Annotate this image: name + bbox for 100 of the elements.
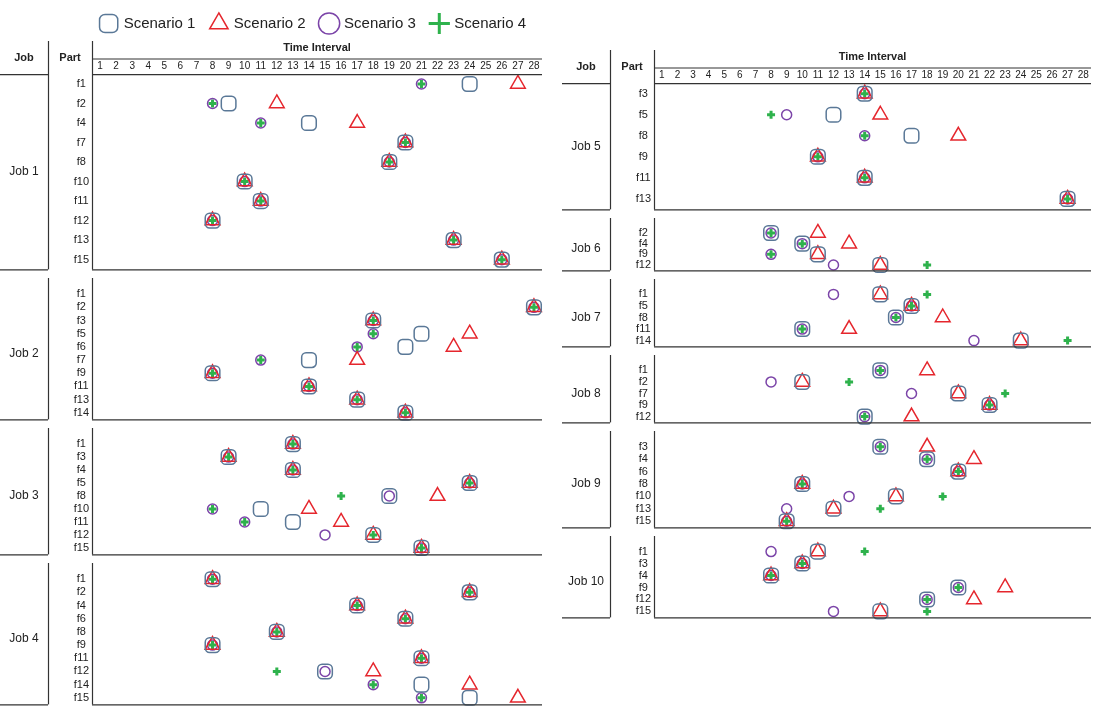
x-tick-label: 27 — [512, 59, 524, 71]
y-tick-label: f4 — [76, 463, 86, 476]
x-tick-label: 14 — [859, 68, 871, 80]
point — [397, 338, 414, 355]
y-tick-label: f4 — [638, 452, 648, 465]
point — [827, 259, 840, 271]
y-axis-title: Job 9 — [571, 476, 601, 491]
y-axis-title: Job 10 — [567, 573, 605, 588]
y-tick-label: f11 — [636, 322, 651, 335]
y-tick-label: f9 — [638, 580, 648, 593]
y-tick-label: f1 — [638, 287, 648, 300]
text: Job — [576, 59, 597, 72]
point — [268, 94, 285, 109]
x-tick-label: 27 — [1062, 68, 1074, 80]
point — [349, 350, 366, 366]
point — [827, 288, 840, 301]
x-tick-label: 23 — [448, 59, 460, 71]
point — [903, 407, 920, 422]
y-tick-label: f8 — [638, 477, 648, 490]
y-axis-title: Job 4 — [9, 630, 39, 645]
x-tick-label: 11 — [255, 59, 267, 71]
point — [827, 605, 840, 618]
point — [509, 688, 526, 703]
point — [300, 352, 318, 369]
y-tick-label: f11 — [74, 651, 89, 664]
y-tick-label: f3 — [638, 86, 648, 99]
point — [220, 95, 237, 112]
x-tick-label: 9 — [225, 59, 232, 71]
y-tick-label: f11 — [74, 379, 89, 392]
text: Part — [621, 59, 644, 72]
y-tick-label: f8 — [638, 128, 648, 141]
x-axis-title: Time Interval — [283, 40, 351, 53]
y-tick-label: f6 — [76, 339, 86, 352]
y-tick-label: f12 — [73, 527, 89, 540]
y-tick-label: f1 — [76, 572, 86, 585]
x-tick-label: 20 — [399, 59, 412, 71]
point — [997, 578, 1014, 593]
y-tick-label: f3 — [638, 439, 648, 452]
y-tick-label: f15 — [73, 252, 89, 265]
y-tick-label: f10 — [635, 489, 651, 502]
x-tick-label: 17 — [905, 68, 918, 80]
y-tick-label: f8 — [76, 624, 86, 637]
x-tick-label: 28 — [528, 59, 540, 71]
x-tick-label: 6 — [177, 59, 184, 71]
y-tick-label: f5 — [638, 298, 648, 311]
x-tick-label: 17 — [351, 59, 364, 71]
y-tick-label: f1 — [638, 363, 648, 376]
y-tick-label: f9 — [76, 638, 86, 651]
point — [919, 361, 936, 376]
point — [903, 127, 920, 144]
y-tick-label: f3 — [638, 556, 648, 569]
y-axis-title: Job 3 — [9, 488, 39, 503]
x-tick-label: 20 — [952, 68, 965, 80]
x-tick-label: 16 — [890, 68, 902, 80]
y-tick-label: f4 — [76, 116, 86, 129]
x-tick-label: 1 — [659, 68, 666, 80]
y-axis-title: Job 7 — [571, 309, 601, 324]
y-tick-label: f12 — [635, 258, 651, 271]
y-tick-label: f11 — [636, 170, 651, 183]
y-tick-label: f11 — [74, 194, 89, 207]
y-tick-label: f13 — [73, 233, 89, 246]
y-tick-label: f12 — [635, 409, 651, 422]
x-tick-label: 5 — [161, 59, 168, 71]
x-tick-label: 18 — [921, 68, 934, 80]
x-tick-label: 24 — [1015, 68, 1027, 80]
y-axis-title: Job 1 — [9, 164, 39, 179]
y-tick-label: f2 — [76, 96, 86, 109]
x-tick-label: 15 — [319, 59, 332, 71]
x-tick-label: 22 — [983, 68, 996, 80]
y-tick-label: f12 — [635, 592, 651, 605]
x-tick-label: 12 — [271, 59, 283, 71]
y-tick-label: f8 — [638, 310, 648, 323]
y-tick-label: f2 — [638, 374, 648, 387]
y-tick-label: f13 — [635, 191, 651, 204]
y-tick-label: f1 — [76, 437, 86, 450]
y-tick-label: f2 — [638, 225, 648, 238]
x-tick-label: 13 — [287, 59, 299, 71]
y-tick-label: f3 — [76, 313, 86, 326]
x-tick-label: 7 — [752, 68, 759, 80]
y-tick-label: f13 — [635, 501, 651, 514]
y-tick-label: f15 — [73, 690, 89, 703]
x-tick-label: 13 — [843, 68, 856, 80]
point — [809, 223, 826, 238]
point — [284, 513, 301, 530]
point — [461, 675, 478, 690]
y-tick-label: f9 — [638, 398, 648, 411]
y-tick-label: f9 — [638, 247, 648, 260]
y-tick-label: f6 — [638, 464, 648, 477]
x-tick-label: 16 — [335, 59, 348, 71]
point — [968, 334, 980, 347]
y-tick-label: f12 — [73, 664, 89, 677]
x-tick-label: 7 — [193, 59, 200, 71]
point — [780, 109, 793, 121]
x-tick-label: 2 — [113, 59, 120, 71]
text: Job — [14, 50, 35, 63]
y-tick-label: f15 — [73, 540, 89, 553]
x-tick-label: 3 — [690, 68, 697, 80]
y-tick-label: f7 — [638, 386, 648, 399]
x-tick-label: 3 — [129, 59, 136, 71]
y-axis-title: Job 8 — [571, 385, 601, 400]
